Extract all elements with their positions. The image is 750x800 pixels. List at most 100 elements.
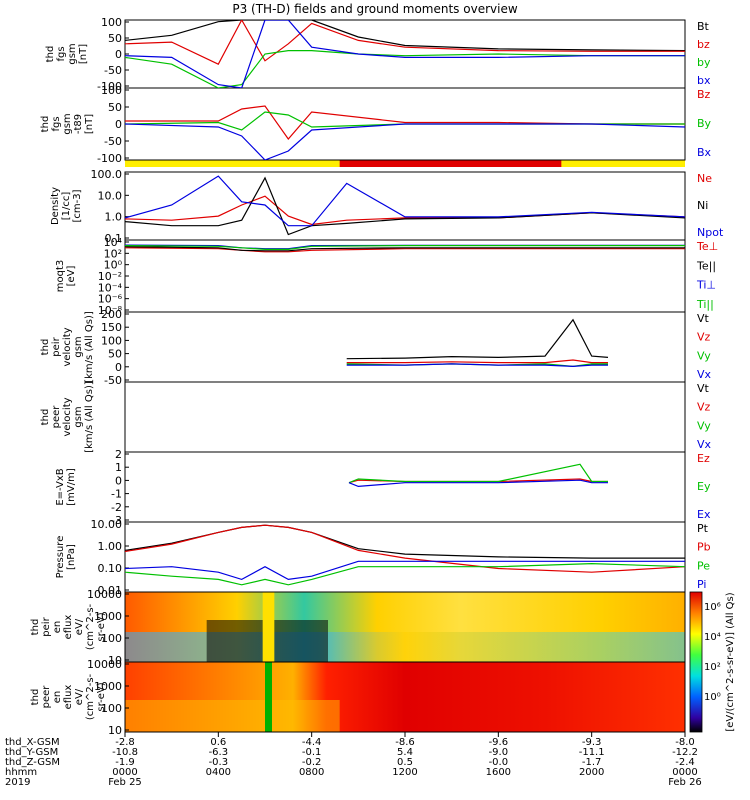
series-group-fgs_gsm_t89: [125, 105, 685, 160]
y-tick-label: -1: [111, 488, 122, 501]
y-tick-label: 10⁴: [104, 236, 123, 249]
y-label-line: en: [52, 691, 63, 704]
footer-value: -9.0: [489, 747, 509, 758]
y-tick-label: -50: [104, 135, 122, 148]
legend-Pi: Pi: [697, 578, 706, 591]
legend-Vy: Vy: [697, 419, 711, 432]
y-tick-label: 10⁻⁶: [98, 293, 123, 306]
panel-frame: [124, 451, 686, 523]
y-tick-label: 50: [108, 101, 122, 114]
legend-Te⊥: Te⊥: [696, 240, 718, 253]
y-tick-label: -50: [104, 64, 122, 77]
footer-value: 0800: [299, 767, 324, 778]
y-label-line: thd: [40, 409, 51, 426]
y-label-line: sr-eV): [96, 682, 107, 711]
y-label-line: eV/: [74, 688, 85, 705]
footer-value: -6.3: [209, 747, 229, 758]
legend-Vx: Vx: [697, 438, 712, 451]
y-tick-label: 1000: [94, 680, 122, 693]
plot-title: P3 (TH-D) fields and ground moments over…: [232, 2, 517, 16]
y-label-line: [1/cc]: [61, 192, 72, 221]
y-label-line: [cm-3]: [72, 189, 83, 222]
series-Pe: [125, 562, 685, 586]
footer-value: -2.8: [115, 737, 135, 748]
footer-value: -9.3: [582, 737, 602, 748]
footer-row-label: thd_X-GSM: [5, 737, 60, 748]
y-tick-label: 0: [115, 474, 122, 487]
footer-value: -0.1: [302, 747, 322, 758]
series-Ne: [125, 195, 685, 226]
legend-Bx: Bx: [697, 146, 712, 159]
y-tick-label: 0: [115, 118, 122, 131]
y-tick-label: 10: [108, 724, 122, 737]
panel-fgs_gsm_t89: 100 50 0 -50 -100 thd fgs gsm -t89 [nT] Bz By Bx: [40, 84, 712, 165]
y-tick-label: 100: [101, 632, 122, 645]
footer-value: -1.7: [582, 757, 602, 768]
y-label-line: velocity: [62, 327, 73, 366]
footer-value: -9.6: [489, 737, 509, 748]
y-tick-label: 0: [115, 48, 122, 61]
y-label-line: (cm^2-s-: [85, 603, 96, 650]
footer-value: 2000: [579, 767, 604, 778]
y-tick-label: 50: [108, 348, 122, 361]
legend-Vx: Vx: [697, 368, 712, 381]
footer-row-label: 2019: [5, 777, 30, 788]
series-group-density: [125, 175, 685, 236]
series-Pt: [125, 524, 685, 559]
y-tick-label: 0.01: [98, 584, 123, 597]
footer-value: -4.4: [302, 737, 322, 748]
y-label-line: [nT]: [78, 44, 89, 64]
y-label-line: [nPa]: [66, 544, 77, 570]
panel-frame: [124, 381, 686, 453]
panel-density: 100.0 10.0 1.0 0.1 Density [1/cc] [cm-3] Ne Ni Np…: [50, 168, 724, 245]
footer-row-label: thd_Y-GSM: [5, 747, 58, 758]
peer-eflux-low: [125, 700, 340, 732]
y-tick-label: 50: [108, 32, 122, 45]
legend-Vt: Vt: [697, 382, 710, 395]
peir-eflux-stripe: [262, 592, 275, 662]
footer-value: -10.8: [112, 747, 138, 758]
legend-by: by: [697, 56, 711, 69]
y-label-line: gsm: [62, 113, 73, 134]
y-tick-label: 10⁰: [104, 259, 123, 272]
legend-Ey: Ey: [697, 480, 711, 493]
legend-Ex: Ex: [697, 508, 711, 521]
legend-Vt: Vt: [697, 312, 710, 325]
y-label-line: sr-eV): [96, 612, 107, 641]
footer-value: 0.6: [210, 737, 226, 748]
y-tick-label: 1000: [94, 610, 122, 623]
y-label-line: peer: [51, 405, 62, 429]
y-label-line: peir: [51, 336, 62, 356]
y-label-line: thd: [45, 46, 56, 63]
y-tick-label: 200: [101, 308, 122, 321]
footer-value: -0.2: [302, 757, 322, 768]
legend-Ni: Ni: [697, 199, 708, 212]
y-tick-label: -3: [111, 514, 122, 527]
footer-value: 0000: [672, 767, 697, 778]
footer-value: 1200: [392, 767, 417, 778]
y-tick-label: 10.0: [98, 189, 123, 202]
legend-Pb: Pb: [697, 541, 711, 554]
panel-peer_velocity: thd peer velocity gsm [km/s (All Qs)] Vt Vz Vy V…: [40, 381, 712, 453]
legend-Bt: Bt: [697, 20, 710, 33]
y-label-line: moqt3: [55, 260, 66, 293]
series-Vt: [346, 318, 609, 360]
y-label-line: thd: [40, 339, 51, 356]
series-Vz: [346, 359, 608, 364]
series-Npot: [125, 175, 685, 227]
footer-value: -12.2: [672, 747, 698, 758]
panel-frame: [124, 19, 686, 89]
y-tick-label: 100: [101, 334, 122, 347]
footer-value: -2.4: [675, 757, 695, 768]
series-Pb: [125, 524, 685, 573]
y-label-line: eV/: [74, 618, 85, 635]
y-label-line: velocity: [62, 397, 73, 436]
series-group-efield: [348, 463, 608, 488]
colorbar-tick: 10²: [704, 662, 721, 673]
y-label-line: eflux: [63, 615, 74, 640]
y-tick-label: 10⁻²: [98, 270, 122, 283]
